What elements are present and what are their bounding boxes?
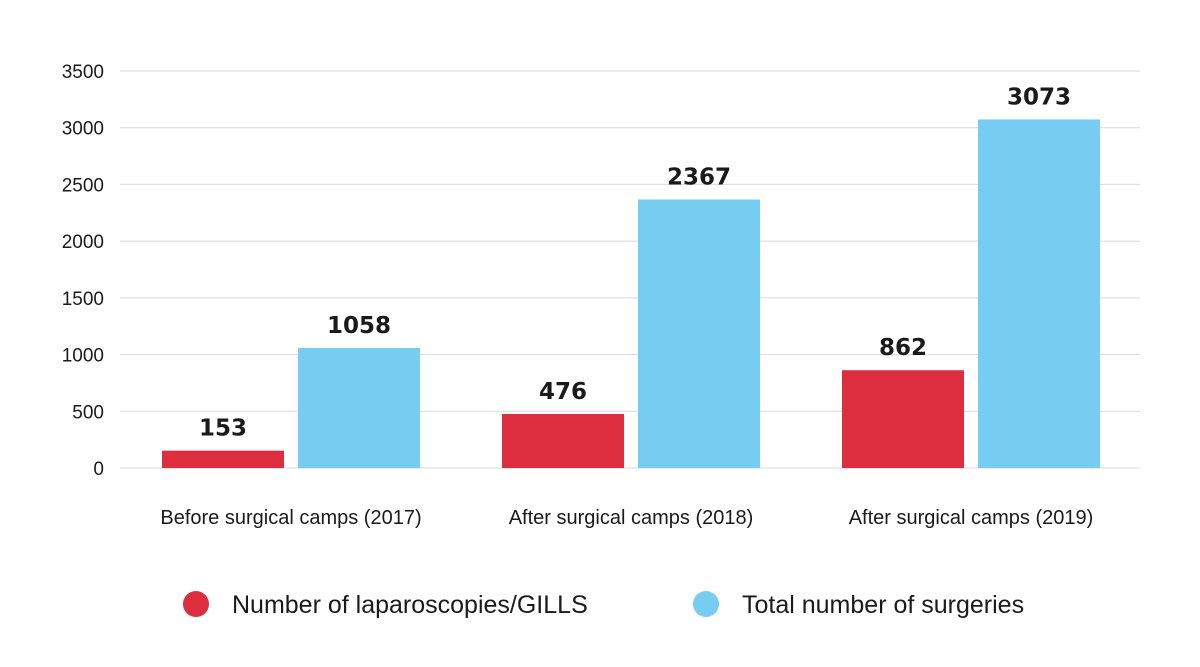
y-tick-label: 0 — [93, 459, 104, 480]
data-label: 153 — [199, 416, 247, 442]
data-label: 476 — [539, 379, 587, 405]
y-tick-label: 3500 — [62, 62, 104, 83]
bars — [162, 119, 1100, 469]
y-tick-label: 1000 — [62, 346, 104, 367]
data-labels: 153 1058 476 2367 862 3073 — [199, 84, 1071, 441]
legend-label: Number of laparoscopies/GILLS — [232, 591, 588, 619]
data-label: 1058 — [327, 313, 391, 339]
bar — [162, 450, 284, 468]
data-label: 2367 — [667, 165, 731, 191]
y-tick-label: 3000 — [62, 119, 104, 140]
x-category-label: Before surgical camps (2017) — [160, 507, 421, 529]
bar — [638, 199, 760, 468]
bar — [978, 119, 1100, 469]
y-tick-label: 1500 — [62, 289, 104, 310]
bar — [298, 347, 420, 468]
y-tick-label: 2500 — [62, 175, 104, 196]
x-category-label: After surgical camps (2018) — [509, 507, 754, 529]
legend-swatch — [183, 591, 209, 617]
data-label: 3073 — [1007, 84, 1071, 110]
bar — [842, 370, 964, 468]
y-axis-ticks: 0 500 1000 1500 2000 2500 3000 3500 — [62, 62, 104, 480]
gridlines — [120, 70, 1140, 469]
x-category-label: After surgical camps (2019) — [849, 507, 1094, 529]
bar — [502, 414, 624, 468]
y-tick-label: 500 — [72, 402, 104, 423]
data-label: 862 — [879, 335, 927, 361]
x-axis-categories: Before surgical camps (2017) After surgic… — [160, 507, 1093, 529]
legend: Number of laparoscopies/GILLS Total numbe… — [183, 591, 1024, 619]
legend-swatch — [693, 591, 719, 617]
legend-label: Total number of surgeries — [742, 591, 1024, 619]
y-tick-label: 2000 — [62, 232, 104, 253]
